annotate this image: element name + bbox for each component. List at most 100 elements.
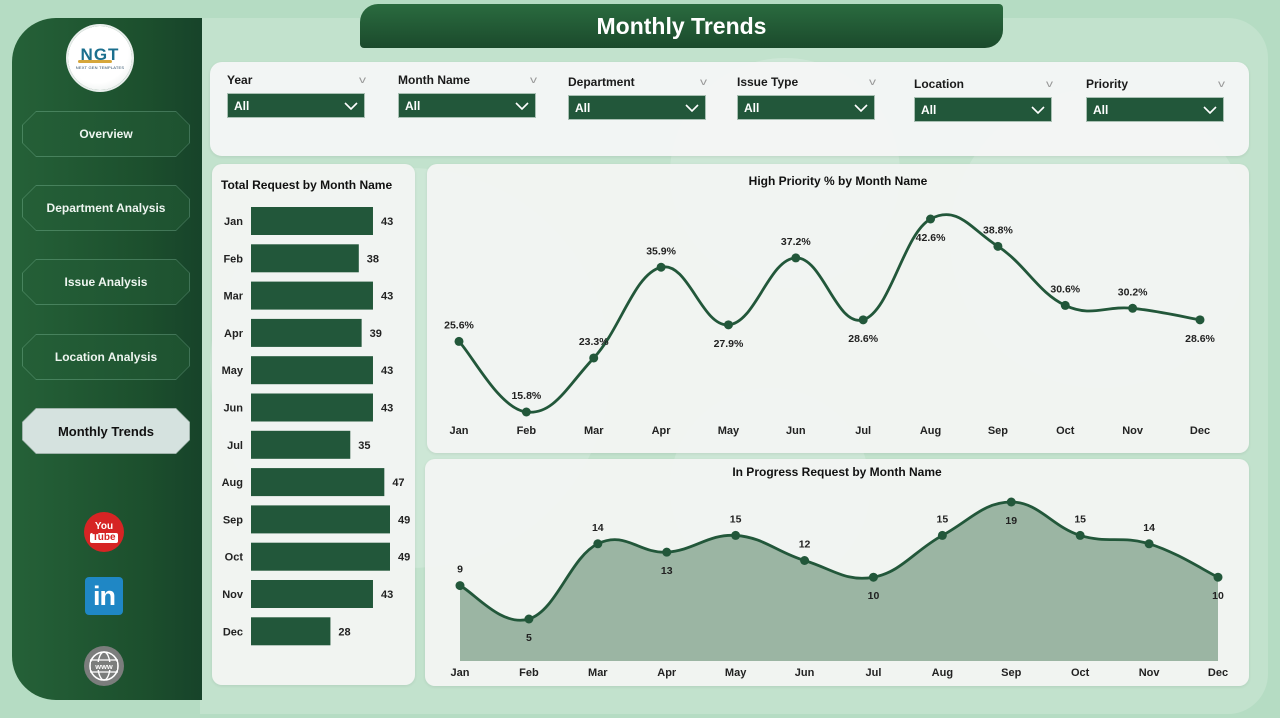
bar-category-label: Mar — [223, 291, 243, 303]
bar-jan[interactable] — [251, 207, 373, 235]
bar-mar[interactable] — [251, 281, 373, 310]
data-point-jun[interactable] — [800, 556, 810, 565]
nav-overview[interactable]: Overview — [22, 111, 190, 157]
in-progress-area-chart: 9 Jan 5 Feb 14 Mar 13 Apr 15 May 12 Jun 10 Jul 15 Aug 19… — [451, 497, 1228, 679]
bar-apr[interactable] — [251, 318, 362, 347]
x-tick-label: Jul — [866, 667, 882, 679]
bar-aug[interactable] — [251, 468, 385, 497]
in-progress-area — [460, 502, 1218, 661]
bar-jul[interactable] — [251, 430, 351, 459]
data-point-dec[interactable] — [1213, 572, 1223, 582]
data-point-nov[interactable] — [1144, 539, 1154, 549]
data-label: 27.9% — [714, 338, 744, 350]
youtube-icon[interactable]: You Tube — [84, 512, 124, 552]
x-tick-label: Jan — [451, 667, 470, 679]
data-point-aug[interactable] — [926, 214, 936, 224]
data-point-may[interactable] — [723, 320, 733, 330]
chevron-down-icon[interactable]: v — [359, 74, 366, 86]
x-tick-label: Mar — [588, 667, 608, 679]
nav-monthly-trends[interactable]: Monthly Trends — [22, 408, 190, 454]
year-dropdown[interactable]: All — [227, 93, 365, 118]
data-label: 15.8% — [511, 390, 541, 402]
bar-may[interactable] — [251, 356, 373, 385]
data-point-sep[interactable] — [1006, 497, 1016, 507]
data-label: 37.2% — [781, 236, 811, 248]
x-tick-label: Jun — [786, 425, 806, 437]
chevron-down-icon — [515, 101, 529, 110]
data-label: 15 — [730, 513, 742, 525]
high-priority-chart-card: High Priority % by Month Name 25.6% Jan 15… — [427, 164, 1249, 453]
x-tick-label: Jul — [855, 425, 871, 437]
data-label: 14 — [592, 522, 604, 534]
chart-title: High Priority % by Month Name — [748, 174, 928, 188]
chart-title: Total Request by Month Name — [221, 178, 393, 192]
nav-issue-analysis[interactable]: Issue Analysis — [22, 259, 190, 305]
data-point-mar[interactable] — [589, 353, 599, 363]
data-point-jan[interactable] — [454, 336, 464, 346]
bar-dec[interactable] — [251, 617, 331, 646]
data-point-oct[interactable] — [1060, 300, 1070, 310]
nav-location-analysis[interactable]: Location Analysis — [22, 334, 190, 380]
slicer-month-name: Month Name v All — [398, 71, 537, 118]
data-label: 25.6% — [444, 319, 474, 331]
bar-category-label: Nov — [222, 589, 244, 601]
month-name-dropdown[interactable]: All — [398, 93, 536, 118]
bar-nov[interactable] — [251, 580, 373, 608]
data-label: 23.3% — [579, 336, 609, 348]
data-label: 38.8% — [983, 224, 1013, 236]
page-title-bar: Monthly Trends — [360, 4, 1003, 48]
x-tick-label: May — [718, 425, 740, 437]
data-point-mar[interactable] — [593, 539, 603, 549]
data-point-feb[interactable] — [524, 614, 534, 624]
bar-value-label: 43 — [381, 216, 393, 228]
bar-value-label: 35 — [358, 440, 370, 452]
data-point-feb[interactable] — [521, 407, 531, 417]
bar-value-label: 28 — [338, 626, 350, 638]
bar-sep[interactable] — [251, 505, 390, 534]
department-dropdown[interactable]: All — [568, 95, 706, 120]
data-label: 13 — [661, 565, 673, 577]
priority-dropdown[interactable]: All — [1086, 97, 1224, 122]
nav-label: Overview — [79, 127, 133, 141]
data-point-apr[interactable] — [662, 547, 672, 557]
linkedin-icon[interactable]: in — [85, 577, 123, 615]
data-point-jul[interactable] — [858, 315, 868, 325]
x-tick-label: Aug — [920, 425, 941, 437]
x-tick-label: May — [725, 667, 747, 679]
data-point-jan[interactable] — [455, 581, 465, 591]
data-point-aug[interactable] — [937, 530, 947, 540]
chevron-down-icon[interactable]: v — [700, 76, 707, 88]
data-point-jun[interactable] — [791, 253, 801, 263]
website-globe-icon[interactable]: www — [84, 646, 124, 686]
chevron-down-icon[interactable]: v — [530, 74, 537, 86]
data-point-nov[interactable] — [1128, 303, 1138, 313]
location-dropdown[interactable]: All — [914, 97, 1052, 122]
chevron-down-icon[interactable]: v — [1218, 78, 1225, 90]
bar-value-label: 43 — [381, 589, 393, 601]
data-point-dec[interactable] — [1195, 315, 1205, 325]
globe-icon: www — [89, 651, 119, 681]
nav-department-analysis[interactable]: Department Analysis — [22, 185, 190, 231]
x-tick-label: Feb — [519, 667, 539, 679]
data-point-may[interactable] — [731, 530, 741, 540]
slicer-department: Department v All — [568, 73, 707, 120]
data-label: 30.6% — [1050, 283, 1080, 295]
x-tick-label: Oct — [1056, 425, 1075, 437]
bar-jun[interactable] — [251, 393, 373, 422]
in-progress-chart-card: In Progress Request by Month Name 9 Jan 5 F… — [425, 459, 1249, 686]
chevron-down-icon[interactable]: v — [1046, 78, 1053, 90]
bar-feb[interactable] — [251, 244, 359, 273]
total-request-chart-card: Total Request by Month Name Jan 43 Feb 38 Ma… — [212, 164, 415, 685]
data-label: 42.6% — [916, 232, 946, 244]
bar-oct[interactable] — [251, 542, 390, 571]
sidebar: NGT NEXT GEN TEMPLATES Overview Departme… — [12, 18, 202, 700]
issue-type-dropdown[interactable]: All — [737, 95, 875, 120]
data-point-jul[interactable] — [868, 572, 878, 582]
slicer-issue-type: Issue Type v All — [737, 73, 876, 120]
data-point-oct[interactable] — [1075, 530, 1085, 540]
data-label: 28.6% — [1185, 333, 1215, 345]
chevron-down-icon[interactable]: v — [869, 76, 876, 88]
data-point-sep[interactable] — [993, 241, 1003, 251]
data-point-apr[interactable] — [656, 262, 666, 272]
bar-value-label: 47 — [392, 477, 404, 489]
